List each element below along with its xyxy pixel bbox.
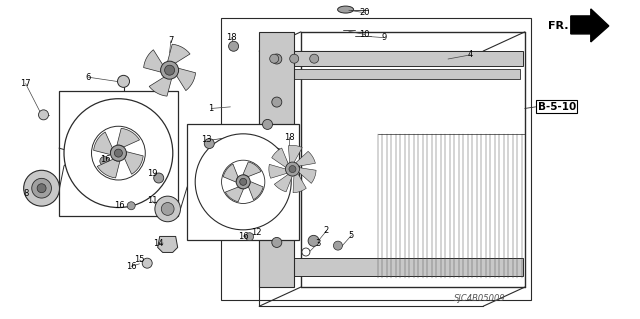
Circle shape	[262, 119, 273, 130]
Circle shape	[32, 178, 51, 198]
Polygon shape	[157, 236, 178, 252]
Polygon shape	[124, 152, 143, 174]
Polygon shape	[248, 182, 263, 200]
Polygon shape	[272, 148, 289, 168]
Polygon shape	[149, 76, 172, 96]
Bar	[59, 91, 178, 216]
Text: SJC4B05009: SJC4B05009	[454, 294, 506, 303]
Circle shape	[115, 149, 122, 157]
Text: 16: 16	[238, 232, 248, 241]
Circle shape	[272, 97, 282, 107]
Text: 20: 20	[360, 8, 370, 17]
Circle shape	[92, 126, 145, 180]
Bar	[261, 258, 523, 276]
Text: 12: 12	[251, 228, 261, 237]
Polygon shape	[269, 164, 289, 178]
Circle shape	[155, 196, 180, 222]
Polygon shape	[175, 67, 196, 91]
Polygon shape	[143, 50, 164, 73]
Polygon shape	[117, 128, 140, 147]
Circle shape	[154, 173, 164, 183]
Text: 13: 13	[201, 135, 211, 144]
Circle shape	[246, 233, 253, 241]
Text: 5: 5	[349, 231, 354, 240]
Circle shape	[118, 75, 129, 87]
Bar	[264, 69, 520, 79]
Circle shape	[240, 178, 246, 185]
Circle shape	[221, 160, 265, 204]
Text: 19: 19	[147, 169, 157, 178]
Polygon shape	[289, 145, 302, 165]
Circle shape	[161, 61, 179, 79]
Circle shape	[228, 41, 239, 51]
Circle shape	[310, 54, 319, 63]
Ellipse shape	[333, 27, 346, 33]
Text: 15: 15	[134, 256, 145, 264]
Circle shape	[272, 199, 282, 209]
Text: 2: 2	[324, 226, 329, 235]
Text: 16: 16	[126, 262, 136, 271]
Text: 18: 18	[227, 33, 237, 42]
Text: 11: 11	[147, 197, 157, 205]
Text: 14: 14	[154, 239, 164, 248]
Polygon shape	[225, 187, 244, 202]
Circle shape	[127, 202, 135, 210]
Bar	[261, 51, 523, 66]
Circle shape	[38, 110, 49, 120]
Circle shape	[195, 134, 291, 230]
Text: FR.: FR.	[548, 21, 569, 31]
Circle shape	[37, 184, 46, 193]
Text: 4: 4	[468, 50, 473, 59]
Polygon shape	[571, 9, 609, 42]
Circle shape	[272, 54, 282, 64]
Polygon shape	[275, 173, 293, 192]
Text: 17: 17	[20, 79, 31, 88]
Circle shape	[272, 148, 282, 158]
Circle shape	[269, 54, 278, 63]
Text: 16: 16	[100, 155, 111, 164]
Circle shape	[64, 99, 173, 208]
Text: 6: 6	[86, 73, 91, 82]
Circle shape	[302, 248, 310, 256]
Circle shape	[164, 65, 175, 75]
Circle shape	[24, 170, 60, 206]
Bar	[221, 18, 531, 300]
Polygon shape	[293, 172, 307, 193]
FancyBboxPatch shape	[344, 31, 358, 41]
Polygon shape	[97, 159, 120, 178]
Bar	[187, 124, 300, 240]
Circle shape	[272, 237, 282, 248]
Circle shape	[290, 54, 299, 63]
Circle shape	[110, 145, 127, 161]
Polygon shape	[297, 167, 316, 183]
Text: 8: 8	[23, 189, 28, 198]
Circle shape	[100, 157, 109, 166]
Text: 18: 18	[284, 133, 294, 142]
Text: B-5-10: B-5-10	[538, 102, 576, 112]
Ellipse shape	[338, 6, 354, 13]
Circle shape	[333, 241, 342, 250]
Polygon shape	[167, 44, 190, 65]
Polygon shape	[93, 132, 113, 155]
Circle shape	[236, 175, 250, 189]
Polygon shape	[243, 162, 261, 177]
Text: 7: 7	[168, 36, 173, 45]
Text: 3: 3	[316, 239, 321, 248]
Circle shape	[285, 162, 300, 176]
Circle shape	[161, 203, 174, 215]
Circle shape	[308, 235, 319, 246]
Circle shape	[204, 138, 214, 149]
Text: 10: 10	[360, 30, 370, 39]
Text: 9: 9	[381, 33, 387, 42]
Polygon shape	[223, 164, 238, 182]
Circle shape	[142, 258, 152, 268]
Circle shape	[289, 166, 296, 173]
Text: 1: 1	[209, 104, 214, 113]
Bar	[259, 32, 294, 287]
Polygon shape	[294, 151, 316, 167]
Text: 16: 16	[115, 201, 125, 210]
